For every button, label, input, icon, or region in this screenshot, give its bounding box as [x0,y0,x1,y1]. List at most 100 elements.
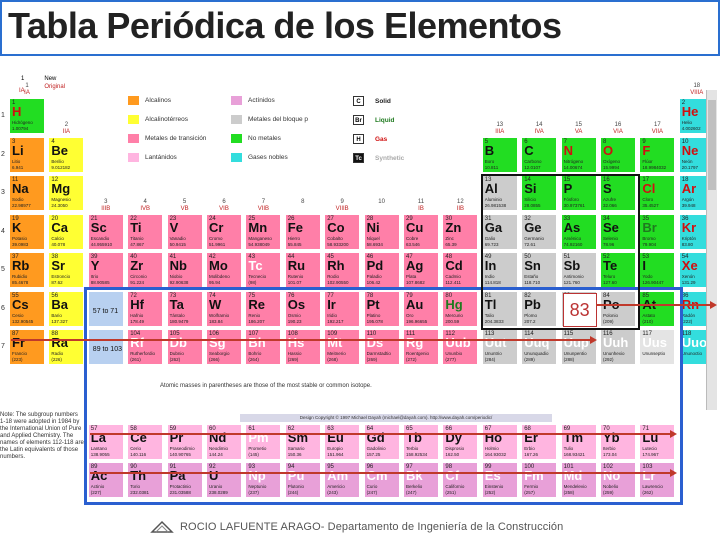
element-cell-al[interactable]: 13 Al Aluminio 26.981538 [481,175,518,211]
element-cell-br[interactable]: 35 Br Bromo 79.904 [639,213,676,250]
element-cell-v[interactable]: 23 V Vanadio 50.9415 [166,213,203,250]
element-cell-cr[interactable]: 24 Cr Cromo 51.9961 [206,213,242,250]
element-cell-ru[interactable]: 44 Ru Rutenio 101.07 [284,252,321,288]
element-cell-pm[interactable]: 61 Pm Prometio (145) [245,423,282,460]
element-cell-he[interactable]: 2 He Helio 4.002602 [678,98,715,134]
element-cell-hs[interactable]: 108 Hs Hassio (269) [284,329,321,365]
element-cell-ce[interactable]: 58 Ce Cerio 140.116 [127,423,164,460]
element-cell-sb[interactable]: 51 Sb Antimonio 121.760 [560,252,597,288]
element-cell-ta[interactable]: 73 Ta Tántalo 180.9479 [166,290,203,327]
element-cell-k[interactable]: 19 K Potasio 39.0983 [9,213,45,250]
element-cell-tm[interactable]: 69 Tm Tulio 168.93421 [560,423,597,460]
element-cell-sm[interactable]: 62 Sm Samario 150.36 [284,423,321,460]
element-cell-f[interactable]: 9 F Flúor 18.9984032 [639,136,676,173]
element-cell-la[interactable]: 57 La Lantano 138.9055 [87,423,124,460]
element-cell-bh[interactable]: 107 Bh Bohrio (264) [245,329,282,365]
element-cell-pt[interactable]: 78 Pt Platino 195.078 [363,290,400,327]
element-cell-rb[interactable]: 37 Rb Rubidio 85.4678 [9,252,45,288]
element-cell-be[interactable]: 4 Be Berilio 9.012182 [48,136,85,173]
element-cell-ac[interactable]: 89 Ac Actinio (227) [87,462,124,498]
element-cell-cs[interactable]: 55 Cs Cesio 132.90545 [9,290,45,327]
element-cell-no[interactable]: 102 No Nobelio (259) [600,462,636,498]
element-cell-po[interactable]: 84 Po Polonio (209) [600,290,636,327]
element-cell-uuh[interactable]: 116 Uuh Ununhexio (292) [600,329,636,365]
element-cell-tl[interactable]: 81 Tl Talio 204.3833 [481,290,518,327]
element-cell-b[interactable]: 5 B Boro 10.811 [481,136,518,173]
element-cell-os[interactable]: 76 Os Osmio 190.23 [284,290,321,327]
element-cell-eu[interactable]: 63 Eu Europio 151.964 [324,423,361,460]
vertical-scrollbar[interactable] [706,90,717,410]
element-cell-rf[interactable]: 104 Rf Rutherfordio (261) [127,329,164,365]
element-cell-db[interactable]: 105 Db Dubnio (262) [166,329,203,365]
element-cell-cm[interactable]: 96 Cm Curio (247) [363,462,400,498]
actinide-placeholder[interactable]: 89 to 103 [87,329,124,365]
element-cell-h[interactable]: 1 H Hidrógeno 1.00794 [9,98,45,134]
element-cell-pu[interactable]: 94 Pu Plutonio (244) [284,462,321,498]
element-cell-cu[interactable]: 29 Cu Cobre 63.546 [403,213,439,250]
element-cell-cl[interactable]: 17 Cl Cloro 35.4527 [639,175,676,211]
element-cell-uut[interactable]: 113 Uut Ununtrio (284) [481,329,518,365]
element-cell-as[interactable]: 33 As Arsénico 74.92160 [560,213,597,250]
element-cell-li[interactable]: 3 Li Litio 6.941 [9,136,45,173]
element-cell-mo[interactable]: 42 Mo Molibdeno 95.94 [206,252,242,288]
element-cell-hg[interactable]: 80 Hg Mercurio 200.59 [442,290,479,327]
lanthanide-placeholder[interactable]: 57 to 71 [87,290,124,327]
element-cell-y[interactable]: 39 Y Itrio 88.90585 [87,252,124,288]
element-cell-ir[interactable]: 77 Ir Iridio 192.217 [324,290,361,327]
element-cell-nb[interactable]: 41 Nb Niobio 92.90638 [166,252,203,288]
element-cell-uup[interactable]: 115 Uup Ununpentio (288) [560,329,597,365]
element-cell-si[interactable]: 14 Si Silicio 28.0855 [521,175,558,211]
element-cell-s[interactable]: 16 S Azufre 32.066 [600,175,636,211]
element-cell-w[interactable]: 74 W Wolframio 183.84 [206,290,242,327]
element-cell-sg[interactable]: 106 Sg Seaborgio (266) [206,329,242,365]
element-cell-dy[interactable]: 66 Dy Disprosio 162.50 [442,423,479,460]
element-cell-bk[interactable]: 97 Bk Berkelio (247) [403,462,439,498]
element-cell-ds[interactable]: 110 Ds Darmstadtio (269) [363,329,400,365]
element-cell-es[interactable]: 99 Es Einstenio (252) [481,462,518,498]
element-cell-fm[interactable]: 100 Fm Fermio (257) [521,462,558,498]
element-cell-tc[interactable]: 43 Tc Tecnecio (98) [245,252,282,288]
element-cell-pa[interactable]: 91 Pa Protactinio 231.03588 [166,462,203,498]
element-cell-o[interactable]: 8 O Oxígeno 15.9994 [600,136,636,173]
element-cell-mt[interactable]: 109 Mt Meitnerio (268) [324,329,361,365]
element-cell-er[interactable]: 68 Er Erbio 167.26 [521,423,558,460]
element-cell-ra[interactable]: 88 Ra Radio (226) [48,329,85,365]
element-cell-at[interactable]: 85 At Astato (210) [639,290,676,327]
scrollbar-thumb[interactable] [708,100,716,190]
element-cell-pb[interactable]: 82 Pb Plomo 207.2 [521,290,558,327]
element-cell-sn[interactable]: 50 Sn Estaño 118.710 [521,252,558,288]
element-cell-cd[interactable]: 48 Cd Cadmio 112.411 [442,252,479,288]
element-cell-u[interactable]: 92 U Uranio 238.0289 [206,462,242,498]
element-cell-rh[interactable]: 45 Rh Rodio 102.90550 [324,252,361,288]
element-cell-yb[interactable]: 70 Yb Iterbio 173.04 [600,423,636,460]
element-cell-tb[interactable]: 65 Tb Terbio 158.92534 [403,423,439,460]
element-cell-n[interactable]: 7 N Nitrógeno 14.00674 [560,136,597,173]
element-cell-au[interactable]: 79 Au Oro 196.96655 [403,290,439,327]
element-cell-md[interactable]: 101 Md Mendelevio (258) [560,462,597,498]
element-cell-rg[interactable]: 111 Rg Roentgenio (272) [403,329,439,365]
element-cell-in[interactable]: 49 In Indio 114.818 [481,252,518,288]
element-cell-ho[interactable]: 67 Ho Holmio 164.93032 [481,423,518,460]
element-cell-pr[interactable]: 59 Pr Praseodimio 140.90765 [166,423,203,460]
element-cell-ca[interactable]: 20 Ca Calcio 40.078 [48,213,85,250]
element-cell-se[interactable]: 34 Se Selenio 78.96 [600,213,636,250]
element-cell-cf[interactable]: 98 Cf Californio (251) [442,462,479,498]
element-cell-co[interactable]: 27 Co Cobalto 58.933200 [324,213,361,250]
element-cell-na[interactable]: 11 Na Sodio 22.98977 [9,175,45,211]
element-cell-ag[interactable]: 47 Ag Plata 107.8682 [403,252,439,288]
element-cell-ge[interactable]: 32 Ge Germanio 72.61 [521,213,558,250]
element-cell-zn[interactable]: 30 Zn Zinc 65.39 [442,213,479,250]
element-cell-mg[interactable]: 12 Mg Magnesio 24.3050 [48,175,85,211]
element-cell-lr[interactable]: 103 Lr Lawrencio (262) [639,462,676,498]
element-cell-fr[interactable]: 87 Fr Francio (223) [9,329,45,365]
element-cell-mn[interactable]: 25 Mn Manganeso 54.938049 [245,213,282,250]
element-cell-c[interactable]: 6 C Carbono 12.0107 [521,136,558,173]
element-cell-uuq[interactable]: 114 Uuq Ununquadio (289) [521,329,558,365]
element-cell-p[interactable]: 15 P Fósforo 30.973761 [560,175,597,211]
element-cell-gd[interactable]: 64 Gd Gadolinio 157.25 [363,423,400,460]
element-cell-pd[interactable]: 46 Pd Paladio 106.42 [363,252,400,288]
element-cell-ni[interactable]: 28 Ni Níquel 58.6934 [363,213,400,250]
element-cell-zr[interactable]: 40 Zr Circonio 91.224 [127,252,164,288]
element-cell-am[interactable]: 95 Am Americio (243) [324,462,361,498]
element-cell-hf[interactable]: 72 Hf Hafnio 178.49 [127,290,164,327]
